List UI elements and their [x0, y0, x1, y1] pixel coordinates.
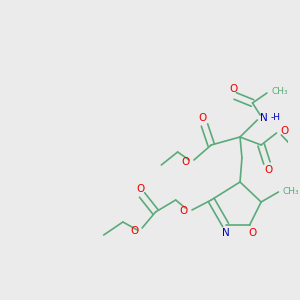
Text: O: O — [179, 206, 187, 216]
Text: CH₃: CH₃ — [282, 188, 299, 196]
Text: CH₃: CH₃ — [272, 86, 288, 95]
Text: O: O — [130, 226, 138, 236]
Text: O: O — [229, 84, 237, 94]
Text: -H: -H — [271, 113, 281, 122]
Text: O: O — [265, 165, 273, 175]
Text: N: N — [260, 113, 268, 123]
Text: O: O — [136, 184, 144, 194]
Text: O: O — [182, 157, 190, 167]
Text: O: O — [199, 113, 207, 123]
Text: O: O — [248, 228, 256, 238]
Text: N: N — [222, 228, 230, 238]
Text: O: O — [280, 126, 289, 136]
